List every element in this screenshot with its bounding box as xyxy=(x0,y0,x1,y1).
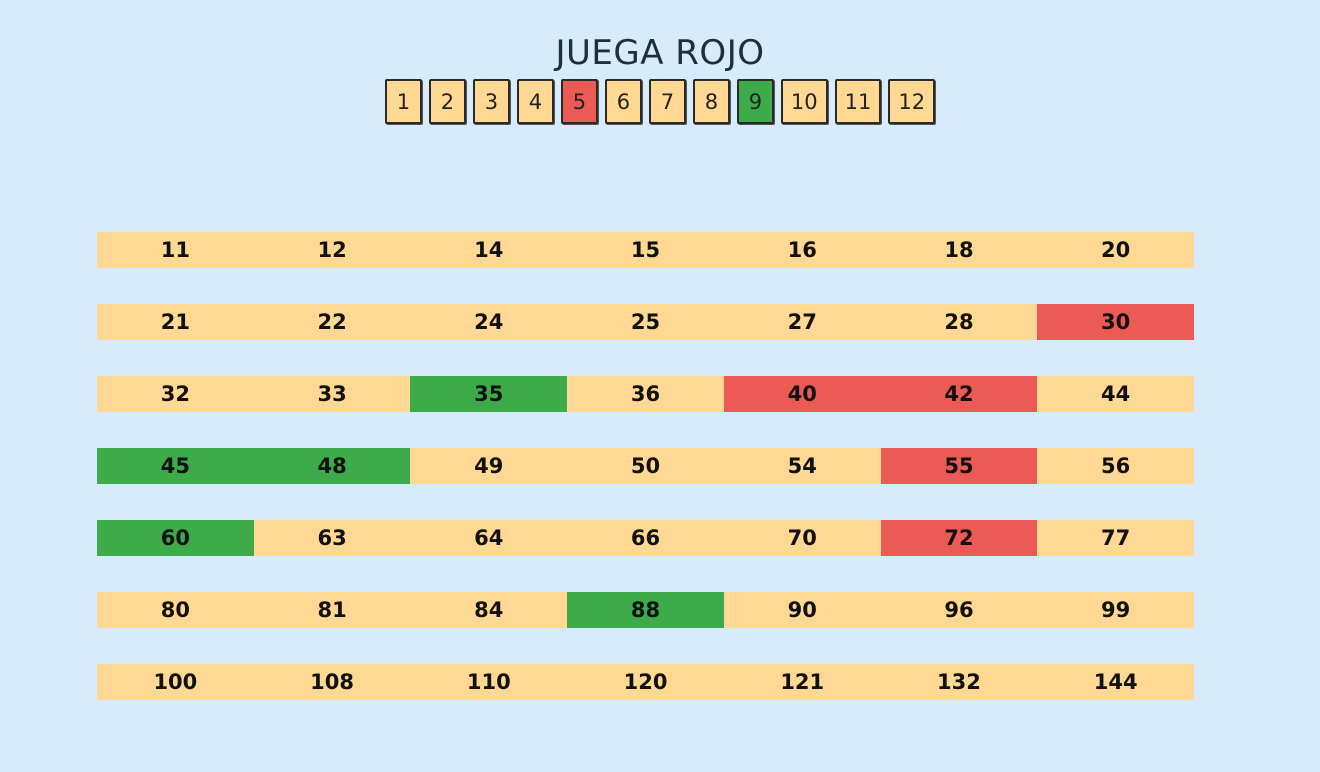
selector-button-5[interactable]: 5 xyxy=(560,79,598,124)
board-cell-44[interactable]: 44 xyxy=(1101,382,1131,406)
board-cell-21[interactable]: 21 xyxy=(160,310,190,334)
board-cell-50[interactable]: 50 xyxy=(630,454,661,478)
board-cell-99[interactable]: 99 xyxy=(1101,598,1131,622)
board-cell-72[interactable]: 72 xyxy=(880,520,1038,556)
board-cell-11[interactable]: 11 xyxy=(160,238,190,262)
board-cell-81[interactable]: 81 xyxy=(317,598,347,622)
board-cell-84[interactable]: 84 xyxy=(474,598,504,622)
board-cell-36[interactable]: 36 xyxy=(630,382,661,406)
board-cell-54[interactable]: 54 xyxy=(787,454,817,478)
selector-button-1[interactable]: 1 xyxy=(384,79,422,124)
selector-button-8[interactable]: 8 xyxy=(692,79,730,124)
board-cell-30[interactable]: 30 xyxy=(1037,304,1195,340)
board-cell-33[interactable]: 33 xyxy=(317,382,347,406)
board-cell-66[interactable]: 66 xyxy=(630,526,661,550)
board-cell-56[interactable]: 56 xyxy=(1101,454,1131,478)
board-row: 60 63 64 66 70 72 77 xyxy=(97,520,1194,556)
board-cell-14[interactable]: 14 xyxy=(474,238,504,262)
selector-button-2[interactable]: 2 xyxy=(428,79,466,124)
board-row: 32 33 35 36 40 42 44 xyxy=(97,376,1194,412)
board-row: 80 81 84 88 90 96 99 xyxy=(97,592,1194,628)
selector-button-4[interactable]: 4 xyxy=(516,79,554,124)
board-cell-20[interactable]: 20 xyxy=(1101,238,1131,262)
board-cell-25[interactable]: 25 xyxy=(630,310,661,334)
selector-button-12[interactable]: 12 xyxy=(888,79,936,124)
board-cell-132[interactable]: 132 xyxy=(937,670,981,694)
board-row: 45 48 49 50 54 55 56 xyxy=(97,448,1194,484)
board-cell-63[interactable]: 63 xyxy=(317,526,347,550)
board-cell-144[interactable]: 144 xyxy=(1093,670,1138,694)
board-cell-49[interactable]: 49 xyxy=(474,454,504,478)
board-row: 21 22 24 25 27 28 30 xyxy=(97,304,1195,340)
board-cell-110[interactable]: 110 xyxy=(466,670,511,694)
selector-button-9[interactable]: 9 xyxy=(736,79,774,124)
board-cell-15[interactable]: 15 xyxy=(630,238,661,262)
board-cell-121[interactable]: 121 xyxy=(780,670,825,694)
board-row: 100 108 110 120 121 132 144 xyxy=(97,664,1194,700)
game-board: 11 12 14 15 16 18 20 21 22 24 25 27 28 30 32 33 35 36 40 42… xyxy=(97,232,1195,736)
board-cell-60[interactable]: 60 xyxy=(97,520,254,556)
board-cell-42[interactable]: 42 xyxy=(880,376,1038,412)
board-cell-100[interactable]: 100 xyxy=(153,670,198,694)
board-cell-35[interactable]: 35 xyxy=(410,376,568,412)
board-cell-64[interactable]: 64 xyxy=(474,526,504,550)
selector-button-7[interactable]: 7 xyxy=(648,79,686,124)
board-cell-24[interactable]: 24 xyxy=(474,310,504,334)
board-cell-32[interactable]: 32 xyxy=(160,382,190,406)
board-cell-108[interactable]: 108 xyxy=(310,670,354,694)
board-cell-90[interactable]: 90 xyxy=(787,598,817,622)
board-cell-48[interactable]: 48 xyxy=(253,448,411,484)
board-cell-18[interactable]: 18 xyxy=(944,238,974,262)
board-row: 11 12 14 15 16 18 20 xyxy=(97,232,1194,268)
selector-button-3[interactable]: 3 xyxy=(472,79,510,124)
selector-button-11[interactable]: 11 xyxy=(834,79,882,124)
board-cell-16[interactable]: 16 xyxy=(787,238,817,262)
board-cell-88[interactable]: 88 xyxy=(567,592,724,628)
number-selector: 1 2 3 4 5 6 7 8 9 10 11 12 xyxy=(0,79,1320,124)
board-cell-70[interactable]: 70 xyxy=(787,526,817,550)
selector-button-6[interactable]: 6 xyxy=(604,79,642,124)
page-title: JUEGA ROJO xyxy=(555,33,765,73)
board-cell-120[interactable]: 120 xyxy=(623,670,668,694)
board-cell-77[interactable]: 77 xyxy=(1101,526,1131,550)
board-cell-28[interactable]: 28 xyxy=(944,310,974,334)
board-cell-27[interactable]: 27 xyxy=(787,310,817,334)
board-cell-96[interactable]: 96 xyxy=(944,598,974,622)
board-cell-22[interactable]: 22 xyxy=(317,310,347,334)
board-cell-80[interactable]: 80 xyxy=(160,598,190,622)
board-cell-45[interactable]: 45 xyxy=(97,448,254,484)
selector-button-10[interactable]: 10 xyxy=(780,79,828,124)
board-cell-40[interactable]: 40 xyxy=(723,376,881,412)
board-cell-55[interactable]: 55 xyxy=(880,448,1038,484)
board-cell-12[interactable]: 12 xyxy=(317,238,347,262)
